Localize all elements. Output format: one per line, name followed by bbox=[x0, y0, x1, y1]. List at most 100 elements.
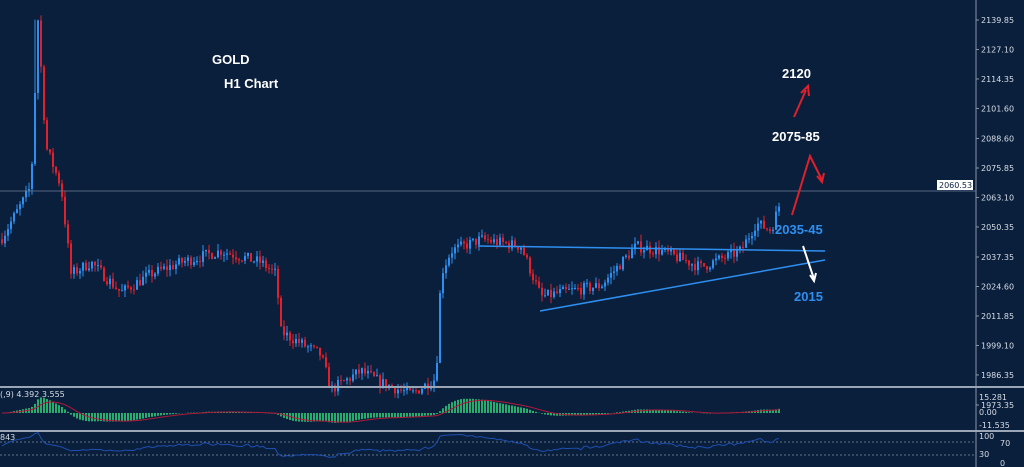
candle bbox=[595, 277, 597, 289]
candle bbox=[307, 344, 309, 353]
candle bbox=[571, 281, 573, 295]
candle bbox=[280, 295, 282, 327]
candle bbox=[340, 375, 342, 386]
candle bbox=[628, 250, 630, 261]
candle bbox=[175, 260, 177, 275]
resistance-trendline bbox=[477, 245, 826, 252]
candle bbox=[94, 260, 96, 272]
y-tick-label: 2114.35 bbox=[981, 75, 1014, 84]
candle bbox=[160, 261, 162, 272]
candle bbox=[343, 379, 345, 382]
candle bbox=[670, 246, 672, 256]
candle bbox=[445, 259, 447, 279]
candle bbox=[583, 280, 585, 300]
y-tick-label: 2037.35 bbox=[981, 253, 1014, 262]
candle bbox=[613, 265, 615, 280]
macd-tick: -11.535 bbox=[979, 421, 1010, 430]
candle bbox=[265, 257, 267, 272]
candle bbox=[358, 364, 360, 379]
candle bbox=[424, 382, 426, 390]
candle bbox=[433, 374, 435, 393]
target-2015-label: 2015 bbox=[794, 289, 823, 304]
candle bbox=[466, 237, 468, 254]
macd-label: (,9) 4.392 3.555 bbox=[0, 390, 65, 399]
candle bbox=[229, 250, 231, 256]
rsi-label: 843 bbox=[0, 433, 15, 442]
rsi-tick: 100 bbox=[979, 432, 994, 441]
candle bbox=[73, 264, 75, 279]
arrow-up-down-2075 bbox=[791, 153, 825, 216]
candle bbox=[688, 260, 690, 270]
candle bbox=[166, 259, 168, 277]
candle bbox=[211, 252, 213, 260]
rsi-tick: 70 bbox=[1000, 439, 1010, 448]
candle bbox=[118, 288, 120, 297]
arrow-up-2120 bbox=[793, 83, 810, 118]
candle bbox=[484, 232, 486, 242]
candle bbox=[637, 240, 639, 245]
candle bbox=[559, 284, 561, 298]
candle bbox=[736, 246, 738, 262]
candle bbox=[139, 273, 141, 287]
candle bbox=[52, 147, 54, 174]
candle bbox=[55, 165, 57, 176]
candle bbox=[733, 242, 735, 264]
candle bbox=[286, 325, 288, 341]
candle bbox=[157, 262, 159, 277]
candle bbox=[592, 287, 594, 295]
candle bbox=[178, 254, 180, 266]
candle bbox=[310, 343, 312, 352]
candle bbox=[328, 362, 330, 388]
candle bbox=[151, 264, 153, 283]
candle bbox=[655, 242, 657, 259]
rsi-tick: 30 bbox=[979, 450, 989, 459]
y-tick-label: 1999.10 bbox=[981, 341, 1014, 350]
macd-panel bbox=[1, 397, 780, 423]
chart-title: GOLD bbox=[212, 52, 250, 67]
macd-tick: 15.281 bbox=[979, 393, 1007, 402]
candle bbox=[541, 282, 543, 302]
candle bbox=[301, 337, 303, 348]
candle bbox=[133, 284, 135, 295]
candle bbox=[676, 248, 678, 264]
y-tick-label: 2101.60 bbox=[981, 104, 1014, 113]
candle bbox=[406, 382, 408, 395]
candle bbox=[730, 244, 732, 259]
y-tick-label: 1986.35 bbox=[981, 371, 1014, 380]
candle bbox=[163, 263, 165, 271]
candle bbox=[337, 376, 339, 396]
candle bbox=[460, 236, 462, 247]
candle bbox=[706, 265, 708, 273]
candle bbox=[193, 257, 195, 268]
candle bbox=[70, 239, 72, 279]
candle bbox=[562, 284, 564, 290]
support-trendline bbox=[539, 259, 826, 312]
candle bbox=[76, 263, 78, 276]
candle bbox=[250, 252, 252, 262]
price-axis: 2139.85 2127.10 2114.35 2101.60 2088.60 2075.… bbox=[976, 16, 1014, 410]
candle bbox=[493, 233, 495, 245]
candle bbox=[625, 254, 627, 259]
candle bbox=[598, 278, 600, 292]
candle bbox=[196, 256, 198, 266]
candle bbox=[262, 255, 264, 267]
candle bbox=[502, 233, 504, 247]
candle bbox=[145, 266, 147, 284]
candle bbox=[415, 387, 417, 394]
candle bbox=[373, 371, 375, 377]
y-tick-label: 2011.85 bbox=[981, 312, 1014, 321]
candle bbox=[535, 274, 537, 285]
candle bbox=[703, 263, 705, 268]
candle bbox=[319, 347, 321, 361]
candle bbox=[232, 249, 234, 265]
y-tick-label: 2063.10 bbox=[981, 193, 1014, 202]
candle bbox=[277, 265, 279, 305]
candle bbox=[547, 289, 549, 296]
candle bbox=[124, 284, 126, 298]
candle bbox=[526, 253, 528, 260]
candle bbox=[757, 217, 759, 237]
candle bbox=[226, 248, 228, 261]
candle bbox=[253, 260, 255, 264]
candle bbox=[379, 373, 381, 394]
